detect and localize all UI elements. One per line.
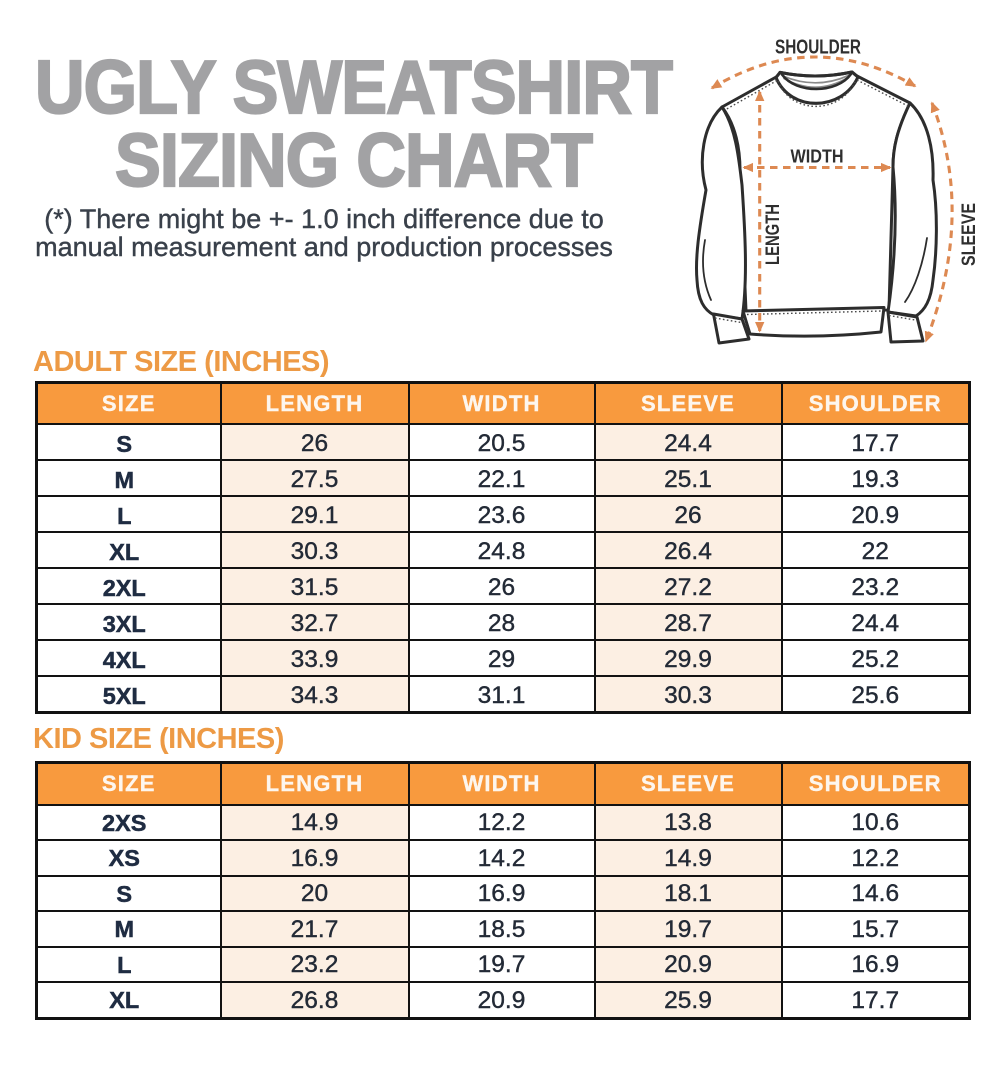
svg-text:SHOULDER: SHOULDER bbox=[775, 37, 861, 59]
svg-text:LENGTH: LENGTH bbox=[762, 204, 784, 265]
svg-text:SLEEVE: SLEEVE bbox=[958, 203, 980, 266]
svg-text:WIDTH: WIDTH bbox=[791, 146, 844, 166]
